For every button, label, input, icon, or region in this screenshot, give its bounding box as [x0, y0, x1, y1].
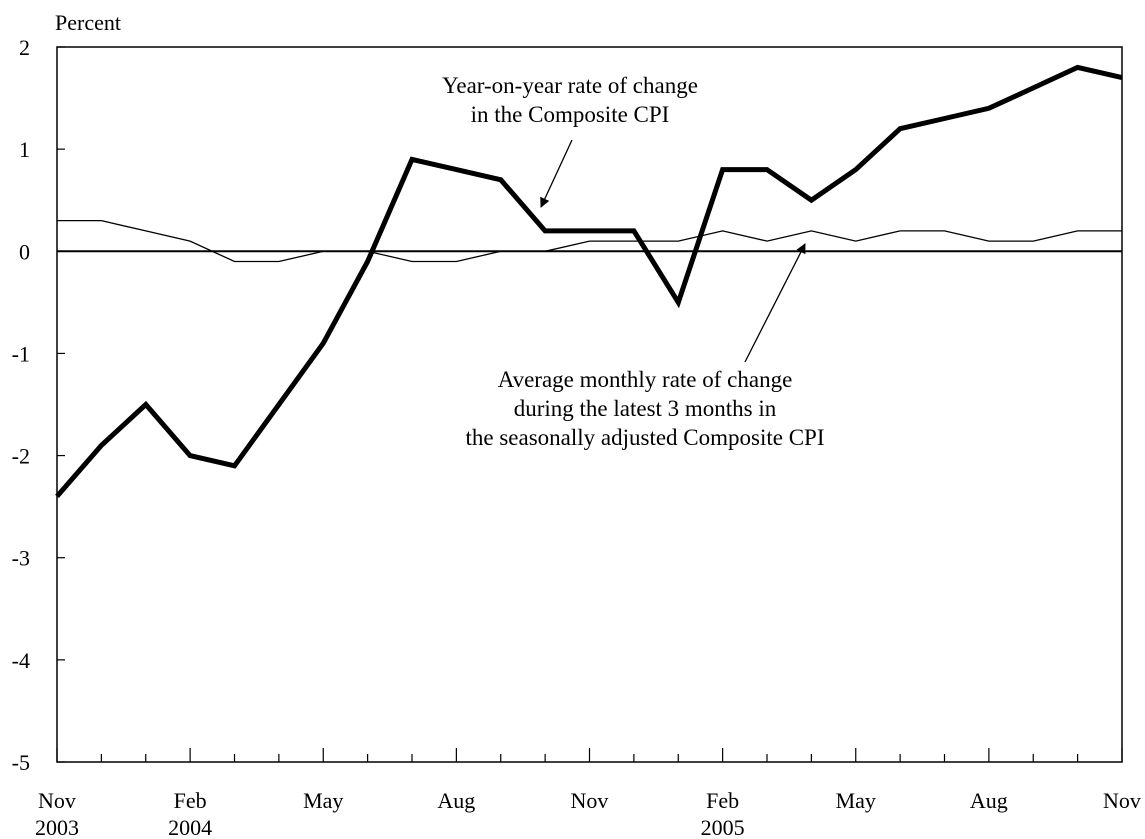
x-tick-label: Aug — [970, 788, 1008, 813]
y-tick-label: 1 — [19, 137, 30, 162]
series-group — [55, 64, 1123, 499]
y-tick-label: -4 — [12, 648, 30, 673]
series-line-average-monthly — [57, 219, 1122, 263]
annotations: Year-on-year rate of change in the Compos… — [442, 73, 824, 450]
y-tick-label: -3 — [12, 546, 30, 571]
x-tick-label: Feb — [174, 788, 207, 813]
x-tick-year-label: 2004 — [168, 815, 212, 839]
x-tick-label: Aug — [437, 788, 475, 813]
annotation-text: during the latest 3 months in — [514, 396, 777, 421]
annotation-arrow — [744, 243, 806, 363]
x-tick-label: Nov — [1103, 788, 1141, 813]
x-tick-label: May — [836, 788, 876, 813]
x-tick-label: Nov — [571, 788, 609, 813]
x-tick-label: Feb — [706, 788, 739, 813]
y-axis: 2 1 0 -1 -2 -3 -4 -5 — [12, 35, 65, 775]
x-tick-label: Nov — [38, 788, 76, 813]
x-tick-year-label: 2003 — [35, 815, 79, 839]
annotation-text: Year-on-year rate of change — [442, 73, 698, 98]
y-tick-label: 0 — [19, 239, 30, 264]
y-tick-label: -2 — [12, 444, 30, 469]
series-line-year-on-year — [55, 64, 1123, 499]
x-tick-label: May — [303, 788, 343, 813]
annotation-arrow — [540, 139, 573, 208]
y-tick-label: -5 — [12, 750, 30, 775]
annotation-text: Average monthly rate of change — [498, 367, 793, 392]
y-tick-label: 2 — [19, 35, 30, 60]
y-tick-label: -1 — [12, 341, 30, 366]
y-axis-label: Percent — [55, 10, 121, 35]
annotation-text: the seasonally adjusted Composite CPI — [465, 425, 824, 450]
x-tick-year-label: 2005 — [701, 815, 745, 839]
annotation-text: in the Composite CPI — [471, 102, 670, 127]
